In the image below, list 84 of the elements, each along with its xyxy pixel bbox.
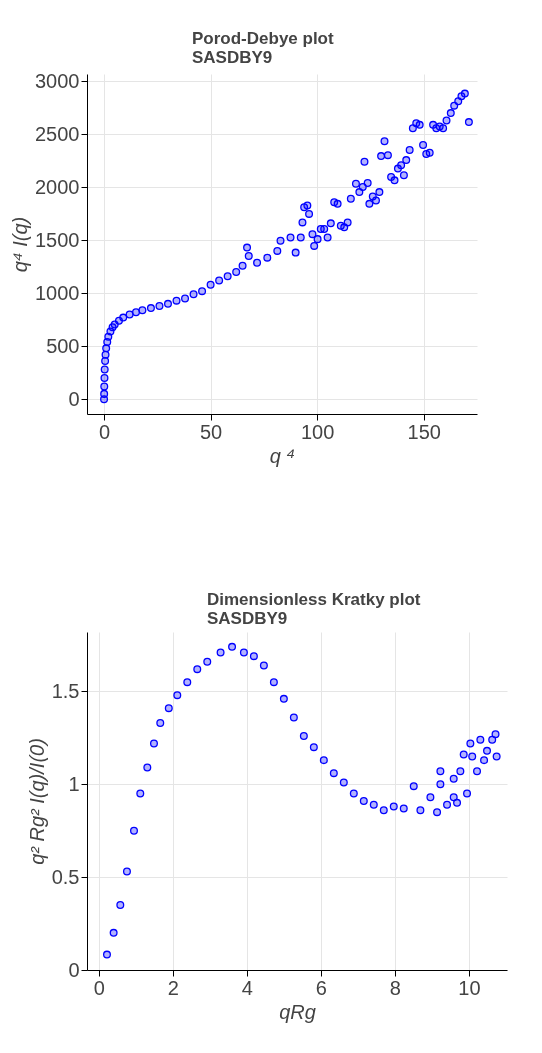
point	[122, 867, 131, 876]
point	[339, 778, 348, 787]
chart-subtitle: SASDBY9	[192, 48, 273, 68]
point	[329, 769, 338, 778]
point	[483, 746, 492, 755]
point	[299, 732, 308, 740]
chart-title: Dimensionless Kratky plot	[207, 590, 421, 609]
point	[433, 808, 442, 817]
point	[399, 804, 408, 813]
y-tick-label: 2500	[35, 122, 80, 145]
point	[468, 752, 477, 761]
point	[349, 789, 358, 798]
point	[488, 735, 497, 744]
point	[116, 901, 125, 909]
point	[426, 793, 435, 802]
point	[319, 756, 328, 765]
point	[239, 648, 248, 657]
y-tick-label: 0	[68, 958, 80, 981]
point	[453, 798, 462, 807]
point	[480, 756, 489, 765]
point	[476, 735, 485, 744]
x-tick-label: 10	[458, 976, 481, 999]
point	[436, 780, 445, 789]
y-tick-label: 500	[46, 334, 80, 357]
x-tick-label: 0	[98, 420, 111, 443]
point	[379, 806, 388, 815]
y-axis-title: q² Rg² I(q)/I(0)	[25, 738, 48, 865]
point	[473, 767, 482, 776]
point	[279, 694, 288, 703]
point	[109, 928, 118, 937]
point	[203, 657, 212, 666]
point	[463, 789, 472, 798]
point	[183, 678, 192, 687]
point	[443, 800, 452, 809]
point	[492, 752, 501, 761]
y-tick-label: 1000	[35, 281, 80, 304]
point	[416, 806, 425, 815]
point	[216, 648, 225, 657]
point	[136, 789, 145, 798]
point	[149, 739, 158, 748]
point	[449, 774, 458, 783]
point	[228, 642, 237, 651]
chart-title: Porod-Debye plot	[192, 29, 335, 49]
chart-subtitle: SASDBY9	[207, 609, 288, 628]
point	[259, 661, 268, 670]
x-tick-label: 6	[315, 976, 327, 999]
point	[289, 713, 298, 722]
point	[459, 750, 468, 759]
y-axis-title: q⁴ I(q)	[9, 216, 32, 273]
point	[193, 665, 202, 674]
point	[143, 763, 152, 772]
point	[449, 793, 458, 802]
y-tick-label: 0.5	[51, 865, 80, 888]
x-tick-label: 100	[300, 420, 335, 443]
point	[164, 704, 173, 713]
y-tick-label: 1	[68, 772, 80, 795]
point	[491, 730, 500, 739]
y-tick-label: 2000	[35, 175, 80, 198]
y-tick-label: 1500	[35, 228, 80, 251]
point	[436, 767, 445, 776]
y-tick-label: 3000	[35, 69, 80, 92]
x-tick-label: 2	[167, 976, 179, 999]
point	[389, 802, 398, 811]
y-tick-label: 1.5	[51, 679, 80, 702]
point	[269, 678, 278, 687]
point	[102, 950, 111, 959]
point	[173, 691, 182, 700]
point	[309, 743, 318, 752]
x-tick-label: 4	[241, 976, 253, 999]
x-tick-label: 150	[407, 420, 441, 443]
point	[466, 739, 475, 748]
x-tick-label: 0	[93, 976, 105, 999]
point	[249, 652, 258, 661]
point	[456, 767, 465, 776]
x-axis-title: qRg	[279, 1000, 316, 1023]
point	[409, 782, 418, 791]
point	[359, 797, 368, 805]
point	[129, 826, 138, 835]
point	[369, 800, 378, 809]
point	[156, 719, 165, 727]
y-tick-label: 0	[68, 387, 80, 410]
x-tick-label: 50	[199, 420, 223, 443]
x-axis-title: q ⁴	[269, 444, 296, 467]
x-tick-label: 8	[389, 976, 401, 999]
